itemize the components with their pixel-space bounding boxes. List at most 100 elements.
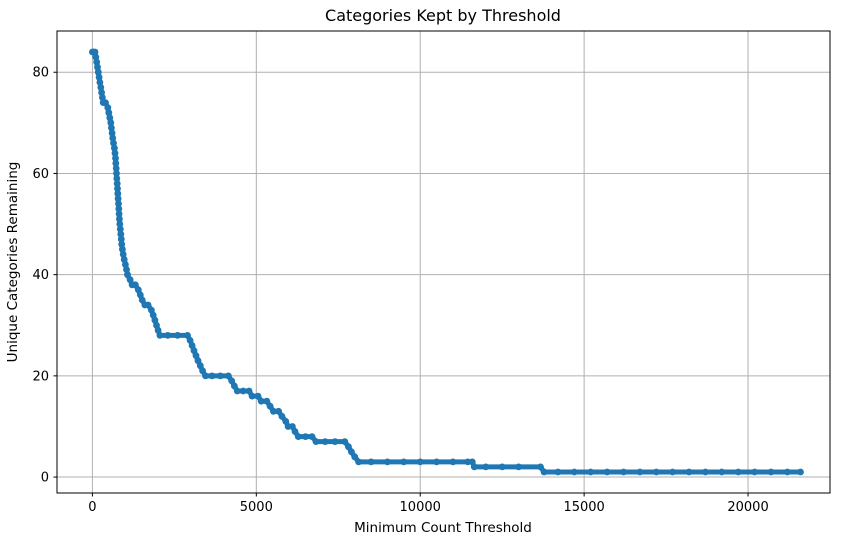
data-point-marker	[384, 458, 391, 466]
x-tick-label: 5000	[240, 500, 273, 515]
data-point-marker	[734, 468, 742, 476]
data-point-marker	[124, 271, 131, 279]
data-point-marker	[138, 296, 146, 304]
data-point-marker	[98, 89, 105, 96]
data-point-marker	[245, 387, 253, 395]
data-point-marker	[199, 367, 207, 375]
data-point-marker	[99, 94, 106, 101]
data-point-marker	[433, 458, 440, 466]
data-point-marker	[540, 468, 548, 476]
data-point-marker	[685, 468, 693, 476]
chart-title: Categories Kept by Threshold	[325, 6, 561, 25]
data-point-marker	[345, 443, 352, 451]
data-point-marker	[192, 352, 200, 359]
plot-area	[57, 31, 830, 493]
data-point-marker	[114, 190, 122, 198]
data-point-marker	[149, 311, 157, 319]
data-point-marker	[515, 463, 522, 471]
y-tick-label: 60	[32, 167, 49, 182]
data-point-marker	[117, 230, 125, 238]
data-point-marker	[202, 372, 209, 380]
data-point-marker	[248, 392, 256, 400]
data-point-marker	[94, 68, 102, 76]
x-tick-label: 15000	[563, 500, 604, 515]
data-point-marker	[669, 468, 676, 476]
data-point-marker	[554, 468, 562, 476]
data-point-marker	[184, 332, 191, 339]
data-point-marker	[416, 458, 424, 466]
data-point-marker	[351, 453, 359, 461]
data-point-marker	[114, 185, 121, 193]
data-point-marker	[208, 372, 216, 380]
data-point-marker	[302, 433, 309, 440]
data-point-marker	[449, 458, 457, 466]
data-point-marker	[112, 165, 120, 172]
gridlines	[57, 31, 830, 493]
data-point-marker	[97, 84, 105, 91]
data-point-marker	[119, 245, 126, 253]
data-point-marker	[114, 195, 122, 203]
data-point-marker	[498, 463, 506, 471]
data-point-marker	[718, 468, 726, 476]
data-point-marker	[91, 48, 99, 56]
data-point-marker	[751, 468, 758, 476]
data-point-marker	[254, 392, 262, 400]
data-point-marker	[784, 468, 791, 476]
data-point-marker	[312, 438, 320, 445]
data-point-marker	[116, 225, 124, 233]
data-series	[89, 48, 804, 476]
data-point-marker	[308, 433, 316, 440]
data-point-marker	[767, 468, 775, 476]
data-point-marker	[257, 397, 265, 405]
data-point-marker	[289, 423, 296, 430]
data-point-marker	[95, 73, 103, 81]
data-point-marker	[134, 286, 142, 294]
data-point-marker	[587, 468, 595, 476]
data-point-marker	[603, 468, 611, 476]
data-point-marker	[278, 412, 286, 420]
data-point-marker	[797, 468, 804, 476]
data-point-marker	[367, 458, 375, 466]
data-point-marker	[156, 332, 164, 339]
data-point-marker	[400, 458, 408, 466]
data-point-marker	[341, 438, 349, 445]
data-point-marker	[164, 332, 172, 339]
data-point-marker	[275, 407, 282, 415]
data-point-marker	[702, 468, 709, 476]
data-point-marker	[111, 149, 119, 157]
x-tick-label: 20000	[727, 500, 768, 515]
data-point-marker	[122, 261, 129, 268]
data-point-marker	[620, 468, 627, 476]
y-tick-label: 0	[41, 471, 49, 486]
data-point-marker	[93, 58, 101, 66]
y-axis-label: Unique Categories Remaining	[5, 162, 21, 363]
data-point-marker	[331, 438, 339, 445]
data-point-marker	[109, 134, 117, 142]
data-point-marker	[570, 468, 578, 476]
x-tick-label: 10000	[400, 500, 441, 515]
x-tick-label: 0	[88, 500, 96, 515]
data-point-marker	[186, 337, 194, 344]
data-point-marker	[144, 301, 152, 309]
data-series-markers	[89, 48, 804, 476]
data-point-marker	[321, 438, 329, 445]
data-point-marker	[108, 129, 116, 137]
data-point-marker	[228, 377, 236, 385]
data-point-marker	[117, 235, 125, 243]
data-point-marker	[116, 215, 123, 223]
data-point-marker	[94, 63, 101, 71]
data-point-marker	[188, 342, 196, 349]
data-point-marker	[537, 463, 544, 471]
data-point-marker	[348, 448, 355, 456]
data-point-marker	[112, 159, 120, 167]
x-axis-label: Minimum Count Threshold	[354, 520, 532, 536]
data-point-marker	[119, 251, 127, 258]
data-point-marker	[294, 433, 302, 440]
data-point-marker	[154, 326, 162, 334]
data-point-marker	[107, 119, 115, 127]
data-point-marker	[225, 372, 232, 380]
data-point-marker	[115, 205, 123, 213]
data-point-marker	[126, 276, 134, 284]
data-point-marker	[118, 240, 126, 248]
data-point-marker	[131, 281, 139, 289]
